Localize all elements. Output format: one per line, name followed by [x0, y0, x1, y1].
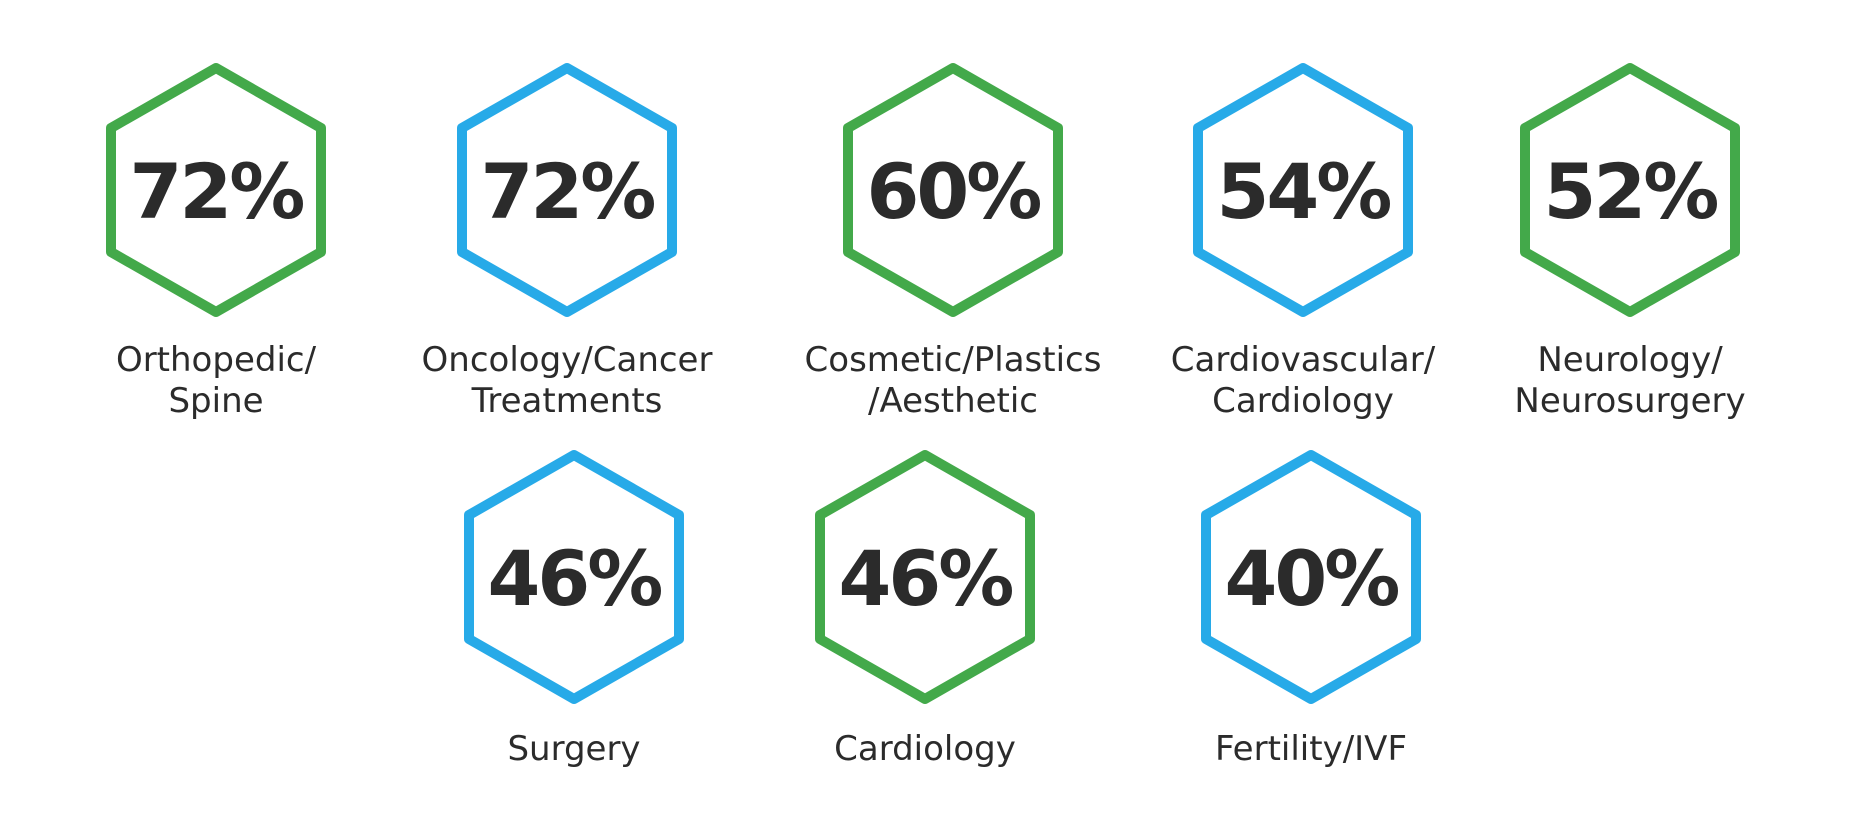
stat-label: Surgery	[507, 729, 641, 769]
stat-cosmetic-plastics-aesthetic: 60% Cosmetic/Plastics /Aesthetic	[783, 60, 1123, 422]
stat-cardiology: 46% Cardiology	[755, 447, 1095, 770]
stat-label: Orthopedic/ Spine	[115, 340, 317, 421]
stat-value: 46%	[839, 534, 1013, 623]
stat-value: 52%	[1544, 147, 1718, 236]
stat-label: Cardiovascular/ Cardiology	[1170, 340, 1436, 421]
hexagon-badge: 54%	[1193, 63, 1413, 317]
hexagon-badge: 46%	[464, 450, 684, 704]
hexagon-badge: 72%	[106, 63, 326, 317]
stat-label: Fertility/IVF	[1214, 729, 1407, 769]
stat-label: Cardiology	[834, 729, 1016, 769]
stat-neurology-neurosurgery: 52% Neurology/ Neurosurgery	[1460, 60, 1800, 422]
hexagon-outline	[843, 63, 1063, 317]
stat-value: 72%	[130, 147, 304, 236]
stat-label: Oncology/Cancer Treatments	[421, 340, 713, 421]
stat-cardiovascular-cardiology: 54% Cardiovascular/ Cardiology	[1133, 60, 1473, 422]
stat-surgery: 46% Surgery	[404, 447, 744, 770]
stat-fertility-ivf: 40% Fertility/IVF	[1141, 447, 1481, 770]
stat-value: 40%	[1225, 534, 1399, 623]
stat-orthopedic-spine: 72% Orthopedic/ Spine	[46, 60, 386, 422]
hexagon-badge: 46%	[815, 450, 1035, 704]
hexagon-outline	[464, 450, 684, 704]
hexagon-badge: 72%	[457, 63, 677, 317]
hexagon-outline	[815, 450, 1035, 704]
stat-oncology-cancer-treatments: 72% Oncology/Cancer Treatments	[397, 60, 737, 422]
stat-value: 54%	[1217, 147, 1391, 236]
stat-value: 46%	[488, 534, 662, 623]
stat-value: 60%	[867, 147, 1041, 236]
stat-value: 72%	[481, 147, 655, 236]
hexagon-outline	[1201, 450, 1421, 704]
hexagon-badge: 60%	[843, 63, 1063, 317]
hexagon-outline	[457, 63, 677, 317]
hexagon-outline	[1520, 63, 1740, 317]
hexagon-badge: 52%	[1520, 63, 1740, 317]
hexagon-badge: 40%	[1201, 450, 1421, 704]
stat-label: Neurology/ Neurosurgery	[1514, 340, 1746, 421]
hexagon-outline	[106, 63, 326, 317]
stat-label: Cosmetic/Plastics /Aesthetic	[804, 340, 1102, 421]
hexagon-outline	[1193, 63, 1413, 317]
